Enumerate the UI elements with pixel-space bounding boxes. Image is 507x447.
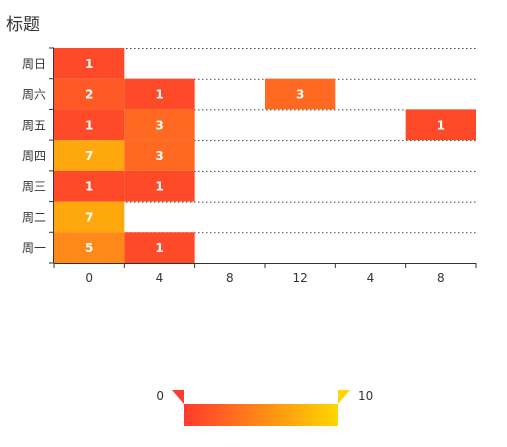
heatmap-cell-label: 1 [155,180,163,194]
heatmap-cell[interactable]: 1 [124,78,195,110]
x-axis-label: 8 [437,271,445,285]
heatmap-cell-label: 1 [155,241,163,255]
heatmap-cell[interactable]: 1 [124,170,195,202]
heatmap-cell-rect [54,140,125,171]
heatmap-cell-label: 1 [85,180,93,194]
heatmap-cell[interactable]: 1 [54,48,125,79]
heatmap-cell[interactable]: 1 [54,170,125,202]
chart-title: 标题 [6,15,40,35]
heatmap-cell[interactable]: 7 [54,201,125,233]
heatmap-cell[interactable]: 2 [54,78,125,110]
heatmap-cell[interactable]: 1 [405,109,476,141]
x-axis-label: 8 [226,271,234,285]
visual-map-max-label: 10 [358,389,373,403]
visual-map[interactable]: 0 10 [156,389,373,426]
heatmap-cell-label: 7 [85,149,93,163]
heatmap-cell-label: 3 [155,149,163,163]
y-axis-label: 周四 [22,149,46,163]
heatmap-cell[interactable]: 1 [54,109,125,141]
heatmap-cell-label: 1 [437,118,445,132]
visual-map-max-handle[interactable] [338,390,350,404]
x-axis-label: 12 [293,271,308,285]
y-axis-label: 周日 [22,57,46,71]
heatmap-cell-rect [405,109,476,141]
y-axis-label: 周六 [22,88,46,102]
heatmap-cell-rect [54,78,125,110]
heatmap-cell-rect [54,48,125,79]
visual-map-min-label: 0 [156,389,164,403]
heatmap-cell[interactable]: 7 [54,140,125,171]
x-axis-label: 4 [156,271,164,285]
y-axis-label: 周五 [22,118,46,132]
heatmap-cell-label: 5 [85,241,93,255]
heatmap-cell-label: 1 [85,57,93,71]
heatmap-cell-label: 3 [155,118,163,132]
heatmap-cell-rect [124,170,195,202]
heatmap-cells: 1 2 1 3 1 3 1 7 3 1 1 7 5 1 [54,48,476,263]
heatmap-cell[interactable]: 1 [124,232,195,263]
heatmap-cell-label: 1 [85,118,93,132]
heatmap-cell-label: 1 [155,88,163,102]
heatmap-cell-rect [124,109,195,141]
heatmap-cell-rect [54,170,125,202]
y-axis-label: 周二 [22,210,46,224]
heatmap-cell-rect [124,232,195,263]
heatmap-cell[interactable]: 5 [54,232,125,263]
visual-map-min-handle[interactable] [172,390,184,404]
heatmap-cell-rect [54,201,125,233]
heatmap-cell[interactable]: 3 [265,78,336,110]
y-axis-label: 周一 [22,241,46,255]
heatmap-cell[interactable]: 3 [124,109,195,141]
heatmap-cell-label: 7 [85,210,93,224]
heatmap-cell-rect [265,78,336,110]
x-axis-label: 0 [85,271,93,285]
heatmap-cell-rect [124,78,195,110]
heatmap-cell-rect [54,232,125,263]
visual-map-gradient-bar [184,404,338,426]
y-axis-label: 周三 [22,180,46,194]
heatmap-cell-label: 2 [85,88,93,102]
heatmap-cell-label: 3 [296,88,304,102]
heatmap-cell-rect [54,109,125,141]
heatmap-cell-rect [124,140,195,171]
x-axis-label: 4 [367,271,375,285]
heatmap-cell[interactable]: 3 [124,140,195,171]
